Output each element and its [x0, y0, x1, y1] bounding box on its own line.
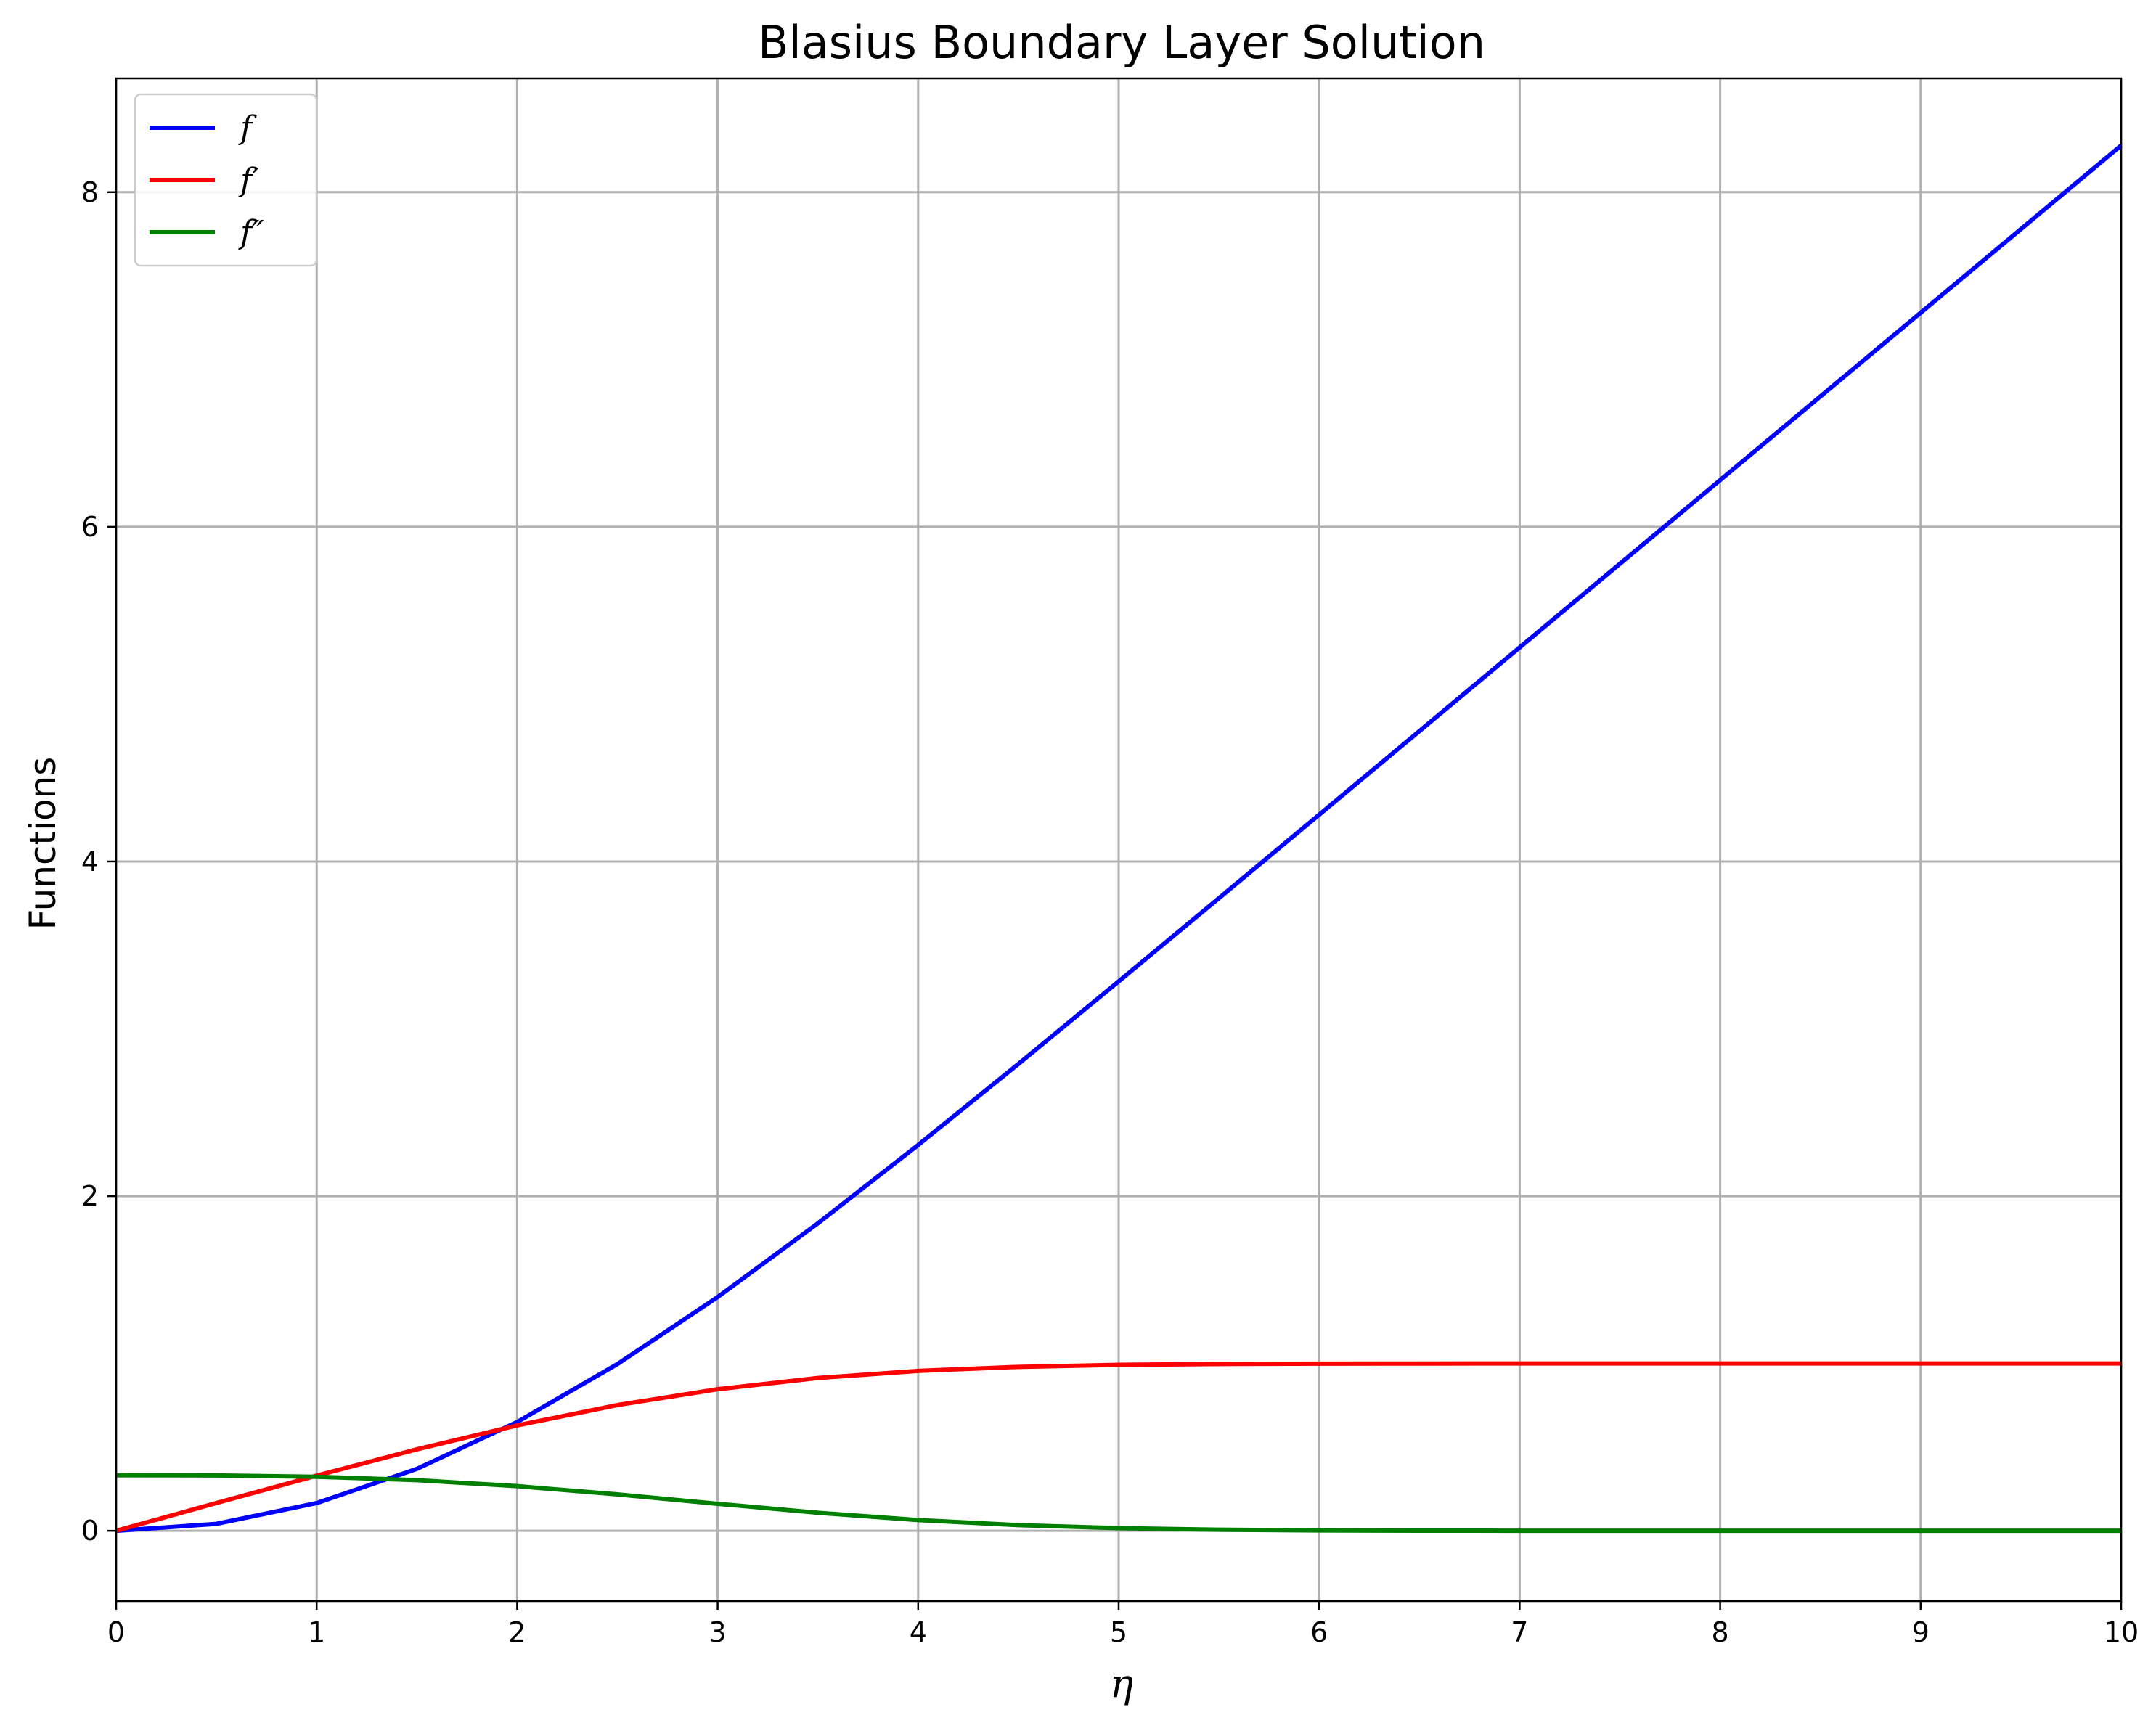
x-tick-label: 3 — [709, 1616, 727, 1648]
y-tick-label: 6 — [81, 511, 99, 543]
x-tick-label: 2 — [508, 1616, 526, 1648]
y-tick-label: 8 — [81, 176, 99, 208]
x-axis-ticks: 0 1 2 3 4 5 6 7 8 9 10 — [107, 1601, 2139, 1648]
x-tick-label: 8 — [1712, 1616, 1729, 1648]
x-tick-label: 1 — [308, 1616, 325, 1648]
y-tick-label: 0 — [81, 1515, 99, 1547]
x-axis-label: η — [1110, 1661, 1133, 1706]
series-line-fpp — [115, 1473, 2121, 1534]
chart-title: Blasius Boundary Layer Solution — [758, 16, 1485, 69]
legend-label-fpp: f″ — [238, 214, 264, 251]
legend: ff′f″ — [134, 93, 318, 267]
legend-label-fp: f′ — [238, 162, 259, 199]
grid — [115, 78, 2123, 1601]
x-tick-label: 10 — [2104, 1616, 2139, 1648]
x-tick-label: 5 — [1110, 1616, 1127, 1648]
series-lines — [115, 144, 2123, 1534]
x-tick-label: 9 — [1912, 1616, 1930, 1648]
series-line-fp — [115, 1361, 2121, 1534]
legend-box — [134, 93, 318, 267]
y-axis-label: Functions — [22, 757, 64, 930]
y-tick-label: 2 — [81, 1180, 99, 1212]
x-tick-label: 6 — [1310, 1616, 1328, 1648]
x-tick-label: 7 — [1511, 1616, 1528, 1648]
x-tick-label: 4 — [910, 1616, 927, 1648]
x-tick-label: 0 — [107, 1616, 125, 1648]
y-axis-ticks: 0 2 4 6 8 — [81, 176, 116, 1547]
y-tick-label: 4 — [81, 846, 99, 877]
series-line-f — [115, 144, 2123, 1534]
